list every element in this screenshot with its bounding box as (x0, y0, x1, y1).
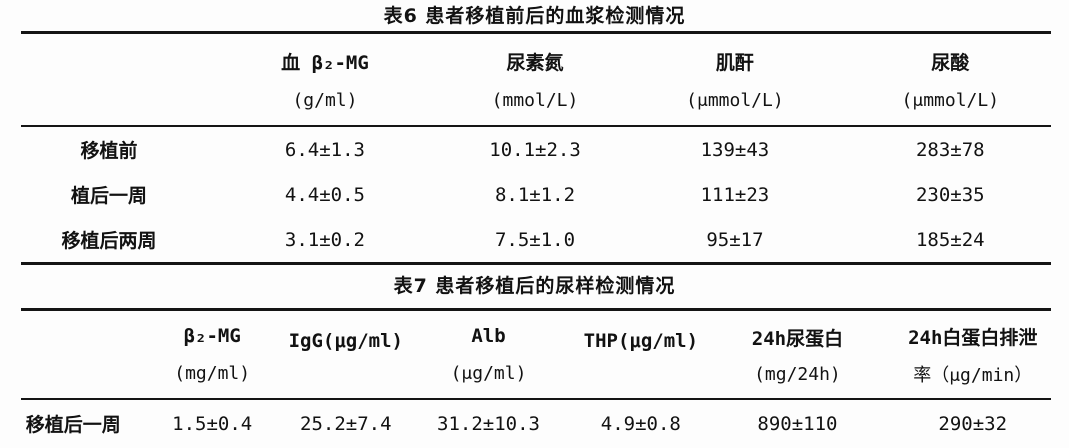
column-name: 24h白蛋白排泄 (908, 326, 1038, 349)
table6-header-col-beta2mg: 血 β₂-MG (g/ml) (218, 40, 432, 119)
cell-value: 290±32 (938, 412, 1008, 435)
cell-value: 1.5±0.4 (172, 412, 253, 435)
table7-header-row: β₂-MG (mg/ml) IgG(μg/ml) Alb (μg/ml) THP… (0, 311, 1069, 398)
table-row: 移植前 6.4±1.3 10.1±2.3 139±43 283±78 (0, 127, 1069, 172)
column-unit: (μmmol/L) (686, 90, 784, 112)
column-unit: (μmmol/L) (901, 90, 1000, 112)
row-label: 植后一周 (71, 185, 148, 207)
column-name: β₂-MG (183, 325, 241, 347)
table7-title: 表7 患者移植后的尿样检测情况 (393, 275, 676, 297)
table6-header-rule (21, 125, 1051, 127)
table7-top-rule (21, 308, 1051, 311)
cell-value: 283±78 (915, 138, 985, 161)
cell-value: 6.4±1.3 (284, 138, 365, 161)
table7-section: 表7 患者移植后的尿样检测情况 β₂-MG (mg/ml) IgG(μg/ml)… (0, 265, 1069, 447)
row-label: 移植前 (80, 140, 138, 162)
cell-value: 10.1±2.3 (489, 138, 581, 161)
column-unit: (g/ml) (292, 90, 358, 112)
column-name: 血 β₂-MG (281, 51, 369, 74)
column-name: 24h尿蛋白 (751, 327, 844, 350)
table6-header-spacer (0, 40, 218, 119)
table6-title: 表6 患者移植前后的血浆检测情况 (383, 5, 686, 27)
column-unit: (μg/ml) (450, 363, 527, 384)
cell-value: 139±43 (700, 138, 770, 161)
table7-header-spacer (0, 317, 146, 392)
table6-header-col-urea: 尿素氮 (mmol/L) (432, 40, 638, 119)
table-row: 移植后两周 3.1±0.2 7.5±1.0 95±17 185±24 (0, 217, 1069, 262)
column-name: 尿素氮 (506, 51, 564, 74)
table7-header-col-24h-protein: 24h尿蛋白 (mg/24h) (718, 317, 876, 392)
table6-header-row: 血 β₂-MG (g/ml) 尿素氮 (mmol/L) 肌酐 (μmmol/L)… (0, 34, 1069, 125)
cell-value: 3.1±0.2 (284, 228, 365, 251)
table7-body: 移植后一周 1.5±0.4 25.2±7.4 31.2±10.3 4.9±0.8… (0, 400, 1069, 447)
table6-bottom-rule (21, 262, 1051, 265)
cell-value: 185±24 (915, 228, 985, 251)
cell-value: 25.2±7.4 (300, 412, 392, 435)
column-name: 肌酐 (715, 51, 754, 74)
table6-top-rule (21, 31, 1051, 34)
table6-header-col-creatinine: 肌酐 (μmmol/L) (638, 40, 831, 119)
table7-header-col-alb: Alb (μg/ml) (414, 317, 564, 392)
column-unit: (mmol/L) (491, 90, 579, 112)
cell-value: 8.1±1.2 (494, 183, 576, 206)
cell-value: 230±35 (915, 183, 985, 206)
table7-header-col-thp: THP(μg/ml) (563, 317, 718, 392)
table7-header-col-igg: IgG(μg/ml) (278, 317, 414, 392)
cell-value: 95±17 (706, 228, 764, 251)
table7-header-col-beta2mg: β₂-MG (mg/ml) (146, 317, 277, 392)
table6-body: 移植前 6.4±1.3 10.1±2.3 139±43 283±78 植后一周 … (0, 127, 1069, 262)
column-name: THP(μg/ml) (583, 330, 699, 353)
table7-header-col-albumin-excretion: 24h白蛋白排泄 率（μg/min） (877, 317, 1069, 392)
cell-value: 890±110 (757, 412, 838, 435)
column-name: Alb (471, 325, 506, 347)
column-unit: (mg/24h) (754, 364, 841, 386)
row-label: 移植后一周 (25, 414, 121, 436)
column-name: 尿酸 (931, 51, 970, 74)
table-row: 移植后一周 1.5±0.4 25.2±7.4 31.2±10.3 4.9±0.8… (0, 400, 1069, 447)
column-name: IgG(μg/ml) (288, 330, 403, 353)
cell-value: 4.9±0.8 (600, 412, 681, 435)
cell-value: 111±23 (700, 183, 770, 206)
column-unit: 率（μg/min） (913, 364, 1033, 386)
cell-value: 4.4±0.5 (284, 183, 365, 206)
row-label: 移植后两周 (61, 230, 157, 252)
table7-header-rule (21, 398, 1051, 400)
table6-section: 表6 患者移植前后的血浆检测情况 血 β₂-MG (g/ml) 尿素氮 (mmo… (0, 5, 1069, 265)
cell-value: 31.2±10.3 (437, 412, 540, 435)
cell-value: 7.5±1.0 (494, 228, 576, 251)
column-unit: (mg/ml) (174, 363, 251, 384)
table-row: 植后一周 4.4±0.5 8.1±1.2 111±23 230±35 (0, 172, 1069, 217)
table6-header-col-uric-acid: 尿酸 (μmmol/L) (832, 40, 1069, 119)
